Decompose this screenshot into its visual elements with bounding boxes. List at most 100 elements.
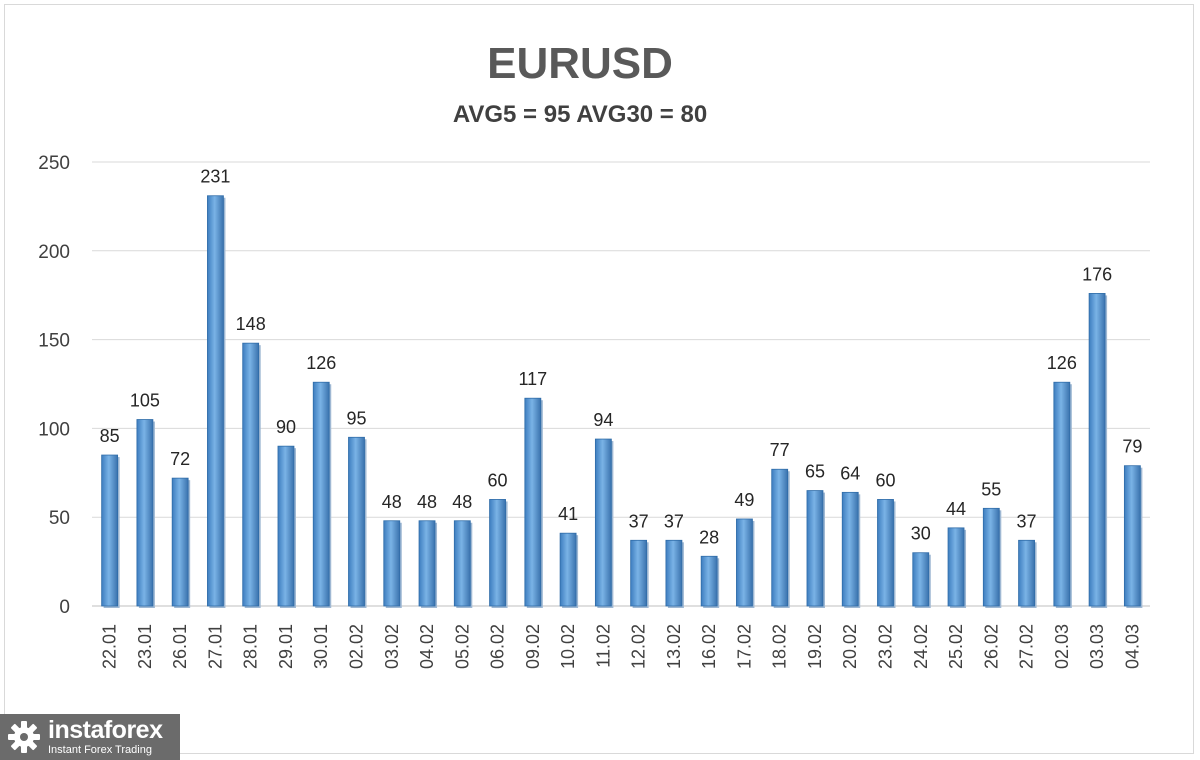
bar	[912, 552, 930, 607]
bar	[1088, 293, 1106, 607]
bar	[383, 520, 401, 607]
x-axis-ticks: 22.01 23.01 26.01 27.01 28.01 29.01 30.01 02.02…	[100, 624, 1143, 669]
bar	[947, 527, 965, 607]
data-label: 72	[170, 449, 190, 469]
data-label: 65	[805, 462, 825, 482]
data-label: 49	[734, 490, 754, 510]
x-tick-label: 23.01	[135, 624, 155, 669]
gear-icon	[6, 719, 42, 755]
data-label: 37	[1017, 511, 1037, 531]
data-label: 48	[382, 492, 402, 512]
data-label: 90	[276, 417, 296, 437]
data-label: 77	[770, 440, 790, 460]
data-label: 30	[911, 524, 931, 544]
x-tick-label: 26.01	[170, 624, 190, 669]
data-label: 176	[1082, 264, 1112, 284]
x-tick-label: 02.02	[347, 624, 367, 669]
data-label: 148	[236, 314, 266, 334]
bar	[136, 419, 154, 607]
bar	[982, 507, 1000, 607]
data-label: 41	[558, 504, 578, 524]
bar	[700, 555, 718, 607]
data-label: 95	[346, 408, 366, 428]
watermark-logo: instaforex Instant Forex Trading	[0, 714, 180, 760]
data-label: 55	[981, 479, 1001, 499]
bar	[630, 539, 648, 607]
data-label: 44	[946, 499, 966, 519]
chart-title: EURUSD	[487, 39, 673, 88]
bar	[771, 468, 789, 607]
x-tick-label: 26.02	[981, 624, 1001, 669]
x-tick-label: 02.03	[1052, 624, 1072, 669]
x-tick-label: 10.02	[558, 624, 578, 669]
bar	[736, 518, 753, 607]
bar	[489, 499, 506, 607]
data-label: 117	[518, 369, 547, 389]
bar	[242, 342, 260, 607]
y-tick-label: 250	[38, 153, 70, 174]
bar	[841, 491, 859, 607]
x-tick-label: 04.03	[1122, 624, 1142, 669]
bar	[348, 436, 365, 607]
y-tick-label: 100	[38, 419, 70, 440]
bar	[453, 520, 471, 607]
bar	[877, 499, 894, 607]
x-tick-label: 19.02	[805, 624, 825, 669]
data-label: 37	[664, 511, 684, 531]
x-tick-label: 13.02	[664, 624, 684, 669]
bar	[207, 195, 224, 607]
brand-tagline: Instant Forex Trading	[48, 744, 152, 756]
brand-name: instaforex	[48, 716, 163, 744]
data-label: 48	[452, 492, 472, 512]
data-label: 60	[875, 470, 895, 490]
x-tick-label: 20.02	[840, 624, 860, 669]
data-label: 94	[593, 410, 613, 430]
y-tick-label: 200	[38, 242, 70, 263]
data-label: 64	[840, 463, 860, 483]
x-tick-label: 30.01	[311, 624, 331, 669]
bar	[665, 539, 683, 607]
data-label: 37	[629, 511, 649, 531]
x-tick-label: 11.02	[593, 624, 613, 668]
bar	[101, 454, 119, 607]
bars	[101, 195, 1143, 608]
chart-frame	[4, 4, 1194, 754]
bar	[277, 445, 295, 607]
x-tick-label: 18.02	[770, 624, 790, 669]
bar	[594, 438, 612, 607]
bar	[418, 520, 436, 607]
y-axis-ticks: 0 50 100 150 200 250	[38, 153, 70, 618]
x-tick-label: 03.03	[1087, 624, 1107, 669]
y-tick-label: 50	[49, 508, 70, 529]
bar	[806, 490, 824, 607]
y-tick-label: 0	[59, 597, 70, 618]
x-tick-label: 28.01	[241, 624, 261, 669]
data-label: 126	[1047, 353, 1077, 373]
bar	[171, 477, 189, 607]
x-tick-label: 27.02	[1017, 624, 1037, 669]
data-label: 105	[130, 391, 160, 411]
data-labels: 85 105 72 231 148 90 126 95 48 48 48 60 117 41 94 37 37 2…	[100, 167, 1143, 548]
bar	[1018, 539, 1035, 607]
x-tick-label: 27.01	[205, 624, 225, 669]
data-label: 48	[417, 492, 437, 512]
gridlines	[92, 161, 1150, 607]
y-tick-label: 150	[38, 331, 70, 352]
x-tick-label: 24.02	[911, 624, 931, 669]
data-label: 85	[100, 426, 120, 446]
x-tick-label: 04.02	[417, 624, 437, 669]
x-tick-label: 17.02	[734, 624, 754, 669]
x-tick-label: 25.02	[946, 624, 966, 669]
data-label: 126	[306, 353, 336, 373]
x-tick-label: 16.02	[699, 624, 719, 669]
bar	[312, 381, 330, 607]
data-label: 79	[1122, 437, 1142, 457]
x-tick-label: 06.02	[488, 624, 508, 669]
data-label: 231	[200, 167, 230, 187]
bar	[559, 532, 577, 607]
bar	[1123, 465, 1141, 607]
x-tick-label: 12.02	[629, 624, 649, 669]
x-tick-label: 29.01	[276, 624, 296, 669]
x-tick-label: 09.02	[523, 624, 543, 669]
